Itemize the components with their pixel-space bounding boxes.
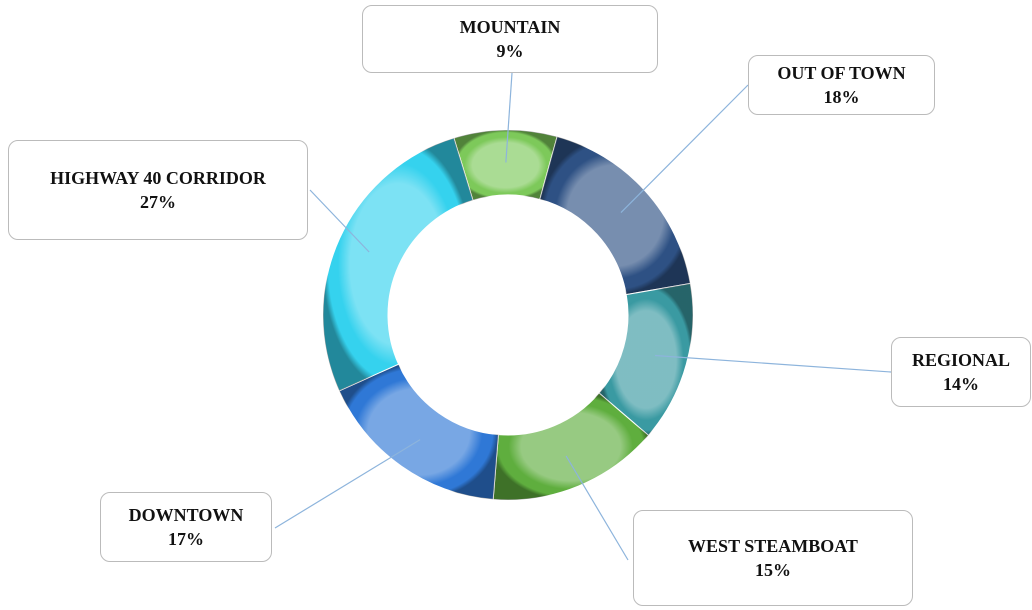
category-name: WEST STEAMBOAT <box>688 536 858 556</box>
value-label: 9% <box>496 41 524 61</box>
category-name: OUT OF TOWN <box>777 63 906 83</box>
leader-line <box>274 439 421 529</box>
value-label: 14% <box>943 374 979 394</box>
leader-line <box>565 455 629 561</box>
category-name: HIGHWAY 40 CORRIDOR <box>50 168 266 188</box>
slice-shade <box>493 393 649 500</box>
category-name: DOWNTOWN <box>128 505 244 525</box>
leader-line <box>505 72 513 163</box>
data-label: DOWNTOWN 17% <box>100 492 272 562</box>
slice-shade <box>323 138 473 391</box>
data-label: HIGHWAY 40 CORRIDOR 27% <box>8 140 308 240</box>
value-label: 27% <box>140 192 176 212</box>
data-label: MOUNTAIN 9% <box>362 5 658 73</box>
value-label: 18% <box>823 87 860 107</box>
category-name: REGIONAL <box>911 350 1010 370</box>
slice-shade <box>339 364 499 500</box>
value-label: 17% <box>168 529 204 549</box>
value-label: 15% <box>755 560 791 580</box>
leader-line <box>309 189 370 253</box>
slice-shade <box>453 130 558 201</box>
slice-shade <box>599 283 694 436</box>
data-label: OUT OF TOWN 18% <box>748 55 935 115</box>
category-name: MOUNTAIN <box>459 17 561 37</box>
data-label: REGIONAL 14% <box>891 337 1031 407</box>
leader-line <box>620 84 749 213</box>
leader-line <box>654 354 892 373</box>
slice-shade <box>539 136 691 295</box>
data-label: WEST STEAMBOAT 15% <box>633 510 913 606</box>
